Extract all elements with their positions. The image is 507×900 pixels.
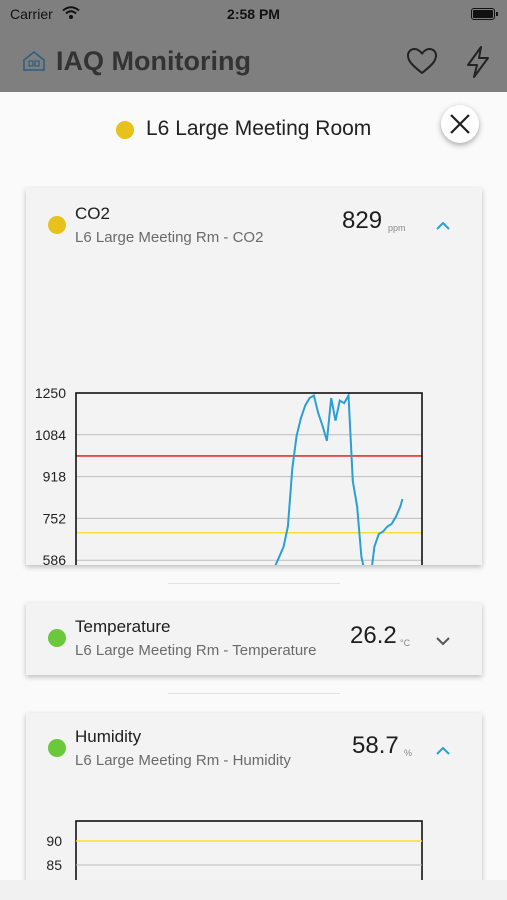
temperature-status-dot xyxy=(48,629,66,647)
card-divider xyxy=(168,583,340,584)
co2-unit: ppm xyxy=(388,223,406,233)
room-status-dot xyxy=(116,121,134,139)
building-logo-icon xyxy=(22,50,46,77)
temperature-card[interactable]: Temperature L6 Large Meeting Rm - Temper… xyxy=(26,603,482,675)
temperature-value: 26.2 xyxy=(350,622,397,649)
humidity-ytick: 85 xyxy=(46,857,62,873)
co2-collapse-toggle[interactable] xyxy=(435,218,451,236)
app-title: IAQ Monitoring xyxy=(56,46,251,76)
humidity-subtitle: L6 Large Meeting Rm - Humidity xyxy=(75,752,291,769)
carrier-label: Carrier xyxy=(10,6,53,22)
humidity-name: Humidity xyxy=(75,727,142,746)
temperature-subtitle: L6 Large Meeting Rm - Temperature xyxy=(75,642,317,659)
co2-status-dot xyxy=(48,216,66,234)
temperature-expand-toggle[interactable] xyxy=(435,633,451,651)
wifi-icon xyxy=(62,6,80,23)
co2-ytick: 918 xyxy=(43,469,67,485)
card-divider xyxy=(168,693,340,694)
heart-icon[interactable] xyxy=(406,47,438,80)
temperature-unit: °C xyxy=(400,638,411,648)
co2-card[interactable]: CO2 L6 Large Meeting Rm - CO2 829 ppm 12… xyxy=(26,188,482,565)
humidity-card[interactable]: Humidity L6 Large Meeting Rm - Humidity … xyxy=(26,713,482,880)
room-detail-sheet: L6 Large Meeting Room CO2 L6 Large Meeti… xyxy=(0,92,507,880)
chevron-down-icon xyxy=(436,637,450,646)
close-button[interactable] xyxy=(441,105,479,143)
co2-value: 829 xyxy=(342,207,383,234)
humidity-chart: 90 85 xyxy=(46,820,423,880)
co2-ytick: 1250 xyxy=(35,385,66,401)
co2-ytick: 752 xyxy=(43,510,67,526)
status-time: 2:58 PM xyxy=(227,6,280,22)
humidity-collapse-toggle[interactable] xyxy=(435,743,451,761)
humidity-plot-frame xyxy=(75,820,423,880)
co2-ytick: 1084 xyxy=(35,427,66,443)
humidity-status-dot xyxy=(48,739,66,757)
app-header: IAQ Monitoring xyxy=(0,30,507,92)
temperature-name: Temperature xyxy=(75,617,171,636)
chevron-up-icon xyxy=(436,746,450,755)
close-icon xyxy=(450,114,470,134)
chevron-up-icon xyxy=(436,221,450,230)
humidity-ytick: 90 xyxy=(46,833,62,849)
humidity-unit: % xyxy=(404,748,413,758)
status-bar: Carrier 2:58 PM xyxy=(0,0,507,30)
room-title: L6 Large Meeting Room xyxy=(146,117,372,140)
room-header: L6 Large Meeting Room xyxy=(0,92,507,172)
battery-icon xyxy=(471,8,498,20)
co2-plot-frame xyxy=(75,392,423,565)
co2-ytick: 586 xyxy=(43,552,67,565)
humidity-value: 58.7 xyxy=(352,732,399,759)
co2-name: CO2 xyxy=(75,204,110,223)
co2-series-line xyxy=(274,392,404,565)
co2-subtitle: L6 Large Meeting Rm - CO2 xyxy=(75,229,264,246)
co2-chart: 12501084918752586420 00 0004 0008 0012 0… xyxy=(35,385,423,565)
lightning-icon[interactable] xyxy=(464,45,492,84)
